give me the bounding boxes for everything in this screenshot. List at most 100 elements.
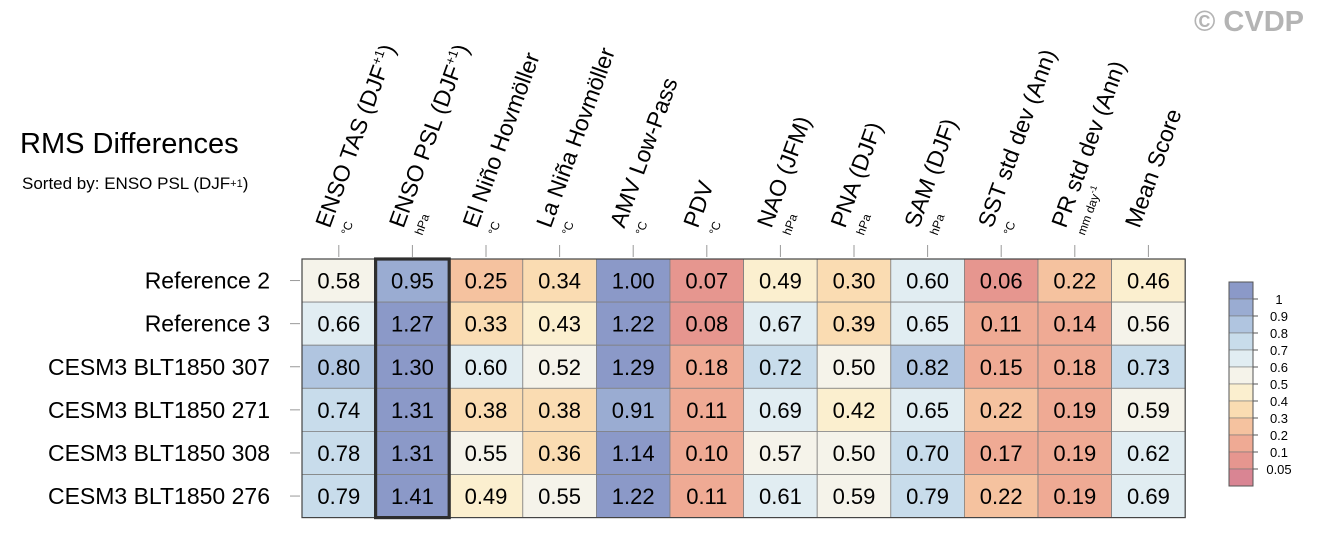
heatmap-cell	[375, 430, 450, 475]
column-unit-text: hPa	[853, 212, 874, 237]
column-label-text: El Niño Hovmöller	[457, 49, 544, 231]
sort-caption-text: Sorted by: ENSO PSL (DJF	[22, 174, 231, 193]
heatmap-cell	[890, 301, 965, 346]
column-label-text: ENSO TAS (DJF	[310, 62, 393, 231]
colorbar-tick-label: 0.3	[1270, 411, 1288, 426]
heatmap-cell	[890, 344, 965, 389]
cell-value-label: 0.43	[538, 312, 581, 337]
cell-value-label: 1.22	[612, 312, 655, 337]
cell-value-label: 0.59	[833, 484, 876, 509]
column-header: PNA (DJF)hPa	[825, 119, 887, 237]
cell-value-label: 0.11	[686, 484, 727, 509]
heatmap-cell	[1037, 301, 1112, 346]
column-label: SST std dev (Ann)	[972, 46, 1061, 231]
column-label-text: AMV Low-Pass	[604, 74, 682, 231]
cell-value-label: 0.95	[391, 269, 434, 294]
column-label-superscript: +1	[442, 48, 461, 67]
cell-value-label: 0.69	[759, 398, 802, 423]
heatmap-cell	[669, 430, 744, 475]
cell-value-label: 0.19	[1053, 441, 1096, 466]
column-unit-text: °C	[485, 219, 503, 237]
heatmap-frame	[301, 258, 1186, 519]
colorbar-tick-label: 0.8	[1270, 326, 1288, 341]
cell-value-label: 0.72	[759, 355, 802, 380]
highlight-column-frame	[374, 257, 451, 520]
column-label: ENSO PSL (DJF+1)	[384, 41, 474, 231]
cell-value-label: 0.55	[465, 441, 508, 466]
colorbar-tick-label: 0.6	[1270, 360, 1288, 375]
heatmap-cell	[890, 474, 965, 518]
cell-value-label: 0.18	[1053, 355, 1096, 380]
colorbar-swatch	[1228, 417, 1254, 436]
column-label: AMV Low-Pass	[604, 74, 682, 231]
column-unit-label: hPa	[853, 212, 874, 237]
column-unit-label: hPa	[412, 212, 433, 237]
row-label: Reference 3	[145, 311, 270, 337]
cell-value-label: 0.49	[759, 269, 802, 294]
column-unit-label: °C	[706, 219, 724, 237]
heatmap-cell	[1111, 258, 1186, 303]
heatmap-cell	[964, 344, 1039, 389]
colorbar-tick-label: 0.05	[1266, 462, 1291, 477]
cell-value-label: 0.17	[980, 441, 1023, 466]
colorbar-tick-label: 0.7	[1270, 343, 1288, 358]
cell-value-label: 0.59	[1127, 398, 1170, 423]
column-label: NAO (JFM)	[752, 113, 816, 231]
heatmap-cell	[1111, 430, 1186, 475]
cell-value-label: 0.25	[465, 269, 508, 294]
heatmap-cell	[964, 301, 1039, 346]
colorbar-swatch	[1228, 332, 1254, 351]
heatmap-cell	[375, 344, 450, 389]
heatmap-cell	[522, 344, 597, 389]
cell-value-label: 0.69	[1127, 484, 1170, 509]
heatmap-cell	[743, 344, 818, 389]
column-label-text: La Niña Hovmöller	[531, 44, 620, 231]
colorbar-swatch	[1228, 400, 1254, 419]
cell-value-label: 0.22	[980, 484, 1023, 509]
sort-caption: Sorted by: ENSO PSL (DJF+1)	[22, 174, 248, 194]
cell-value-label: 0.60	[465, 355, 508, 380]
heatmap-cell	[1037, 344, 1112, 389]
heatmap-cell	[596, 344, 671, 389]
cell-value-label: 0.73	[1127, 355, 1170, 380]
column-unit-label: °C	[559, 219, 577, 237]
heatmap-cell	[1037, 430, 1112, 475]
cell-value-label: 0.70	[906, 441, 949, 466]
heatmap-cell	[743, 258, 818, 303]
column-unit-text: °C	[1001, 219, 1019, 237]
cell-value-label: 0.08	[685, 312, 728, 337]
cell-value-label: 0.56	[1127, 312, 1170, 337]
column-label-text: PNA (DJF)	[825, 119, 887, 231]
heatmap-cell	[522, 474, 597, 518]
column-unit-superscript: -1	[1087, 184, 1099, 195]
column-unit-text: °C	[559, 219, 577, 237]
colorbar-swatch	[1228, 468, 1254, 487]
sort-caption-end: )	[242, 174, 249, 193]
cell-value-label: 0.06	[980, 269, 1023, 294]
cell-value-label: 1.30	[391, 355, 434, 380]
colorbar-swatch	[1228, 434, 1254, 453]
column-label-text: Mean Score	[1120, 105, 1187, 230]
colorbar-tick-label: 0.9	[1270, 309, 1288, 324]
cell-value-label: 0.14	[1053, 312, 1096, 337]
cell-value-label: 0.42	[833, 398, 876, 423]
colorbar-swatch	[1228, 298, 1254, 317]
colorbar-tick-label: 1	[1275, 292, 1282, 307]
cell-value-label: 0.39	[833, 312, 876, 337]
heatmap-cell	[964, 430, 1039, 475]
cell-value-label: 0.15	[980, 355, 1023, 380]
heatmap-cell	[816, 430, 892, 475]
column-label-text: SAM (DJF)	[899, 115, 962, 231]
column-header: NAO (JFM)hPa	[752, 113, 816, 237]
cell-value-label: 0.22	[980, 398, 1023, 423]
heatmap-cell	[301, 430, 376, 475]
cell-value-label: 1.00	[612, 269, 655, 294]
heatmap-cell	[1111, 301, 1186, 346]
cell-value-label: 0.33	[465, 312, 508, 337]
column-label-superscript: +1	[368, 48, 387, 67]
cell-value-label: 0.22	[1053, 269, 1096, 294]
heatmap-cell	[448, 344, 524, 389]
heatmap-cell	[743, 474, 818, 518]
cell-value-label: 1.41	[391, 484, 434, 509]
